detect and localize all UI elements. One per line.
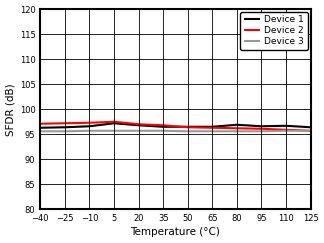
Y-axis label: SFDR (dB): SFDR (dB) <box>6 83 16 136</box>
Device 2 <box>186 126 190 129</box>
Device 1 <box>87 125 91 128</box>
Device 3 <box>186 130 190 133</box>
Device 2 <box>87 121 91 124</box>
Device 2 <box>284 128 288 131</box>
Device 3 <box>284 129 288 132</box>
Device 3 <box>161 129 165 132</box>
Device 3 <box>137 129 141 132</box>
Device 1 <box>112 122 116 125</box>
Legend: Device 1, Device 2, Device 3: Device 1, Device 2, Device 3 <box>240 12 308 50</box>
Device 3 <box>235 130 239 133</box>
Device 1 <box>137 124 141 127</box>
Device 1 <box>186 125 190 128</box>
Device 2 <box>137 123 141 126</box>
Device 3 <box>38 130 42 133</box>
Device 3 <box>87 129 91 132</box>
Device 1 <box>38 126 42 129</box>
Device 1 <box>161 125 165 128</box>
X-axis label: Temperature (°C): Temperature (°C) <box>131 227 220 237</box>
Device 1 <box>63 126 67 129</box>
Device 2 <box>309 129 313 132</box>
Device 1 <box>260 125 263 128</box>
Device 3 <box>260 130 263 133</box>
Device 2 <box>210 126 214 129</box>
Device 1 <box>210 125 214 128</box>
Device 2 <box>38 122 42 125</box>
Device 3 <box>63 130 67 133</box>
Device 1 <box>235 123 239 126</box>
Device 2 <box>260 127 263 130</box>
Device 2 <box>63 122 67 125</box>
Device 3 <box>309 129 313 132</box>
Device 2 <box>161 124 165 127</box>
Device 2 <box>235 127 239 130</box>
Line: Device 2: Device 2 <box>40 122 311 131</box>
Line: Device 1: Device 1 <box>40 123 311 128</box>
Device 2 <box>112 120 116 123</box>
Device 1 <box>284 124 288 127</box>
Device 3 <box>210 130 214 133</box>
Device 1 <box>309 126 313 129</box>
Device 3 <box>112 129 116 132</box>
